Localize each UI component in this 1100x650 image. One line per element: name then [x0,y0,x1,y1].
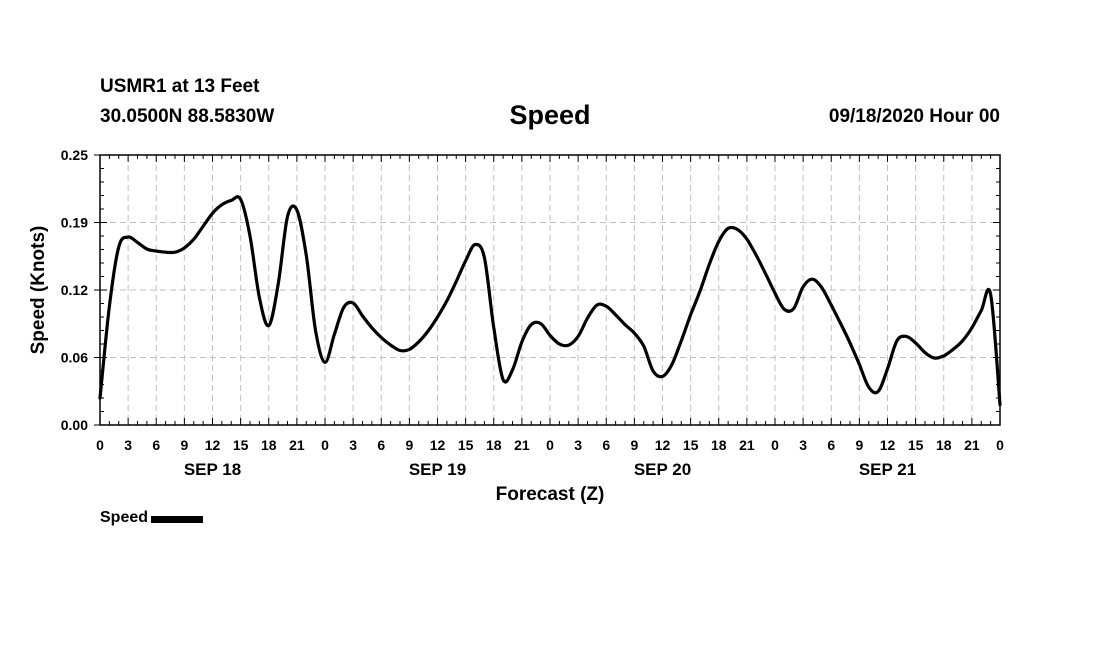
x-axis-label: Forecast (Z) [496,484,605,505]
forecast-datetime: 09/18/2020 Hour 00 [828,106,1000,127]
x-tick-label: 12 [430,437,446,453]
y-axis-label: Speed (Knots) [28,226,49,355]
x-tick-label: 9 [405,437,413,453]
y-tick-label: 0.19 [61,215,88,231]
x-tick-label: 9 [180,437,188,453]
x-tick-label: 0 [96,437,104,453]
x-tick-label: 18 [936,437,952,453]
x-tick-label: 12 [880,437,896,453]
day-label: SEP 21 [859,460,916,479]
x-tick-label: 6 [827,437,835,453]
x-tick-label: 6 [152,437,160,453]
x-tick-label: 9 [855,437,863,453]
x-tick-label: 21 [964,437,980,453]
day-label: SEP 20 [634,460,691,479]
y-tick-label: 0.00 [61,417,88,433]
series-line-speed [98,195,1002,407]
x-tick-label: 15 [233,437,249,453]
day-label: SEP 19 [409,460,466,479]
coordinates-label: 30.0500N 88.5830W [100,106,275,127]
chart-title: Speed [509,100,591,130]
day-label: SEP 18 [184,460,241,479]
plot-frame [99,154,1001,426]
x-tick-label: 15 [683,437,699,453]
x-tick-label: 15 [458,437,474,453]
x-tick-label: 9 [630,437,638,453]
x-tick-label: 0 [321,437,329,453]
x-tick-label: 0 [546,437,554,453]
x-tick-label: 21 [739,437,755,453]
series-layer [98,195,1002,407]
x-tick-label: 0 [996,437,1004,453]
x-tick-label: 6 [602,437,610,453]
x-tick-label: 3 [349,437,357,453]
x-tick-label: 18 [711,437,727,453]
y-tick-label: 0.06 [61,350,88,366]
station-label: USMR1 at 13 Feet [100,76,260,97]
x-tick-label: 21 [289,437,305,453]
x-tick-label: 0 [771,437,779,453]
y-tick-label: 0.12 [61,282,88,298]
y-tick-label: 0.25 [61,147,88,163]
x-tick-label: 18 [486,437,502,453]
x-tick-label: 15 [908,437,924,453]
axes: 0 3 6 9 12 15 18 21 0 3 6 9 12 15 18 21 0 3 6 9 12 15 18 21 0 3 6 9… [61,147,1004,479]
legend-label: Speed [100,509,149,526]
x-tick-label: 21 [514,437,530,453]
grid [100,155,1000,425]
legend-swatch [151,516,204,523]
x-tick-label: 6 [377,437,385,453]
x-tick-label: 3 [124,437,132,453]
x-tick-label: 3 [574,437,582,453]
x-tick-label: 12 [655,437,671,453]
legend: Speed [100,509,204,527]
x-tick-label: 3 [799,437,807,453]
x-tick-label: 12 [205,437,221,453]
x-tick-label: 18 [261,437,277,453]
